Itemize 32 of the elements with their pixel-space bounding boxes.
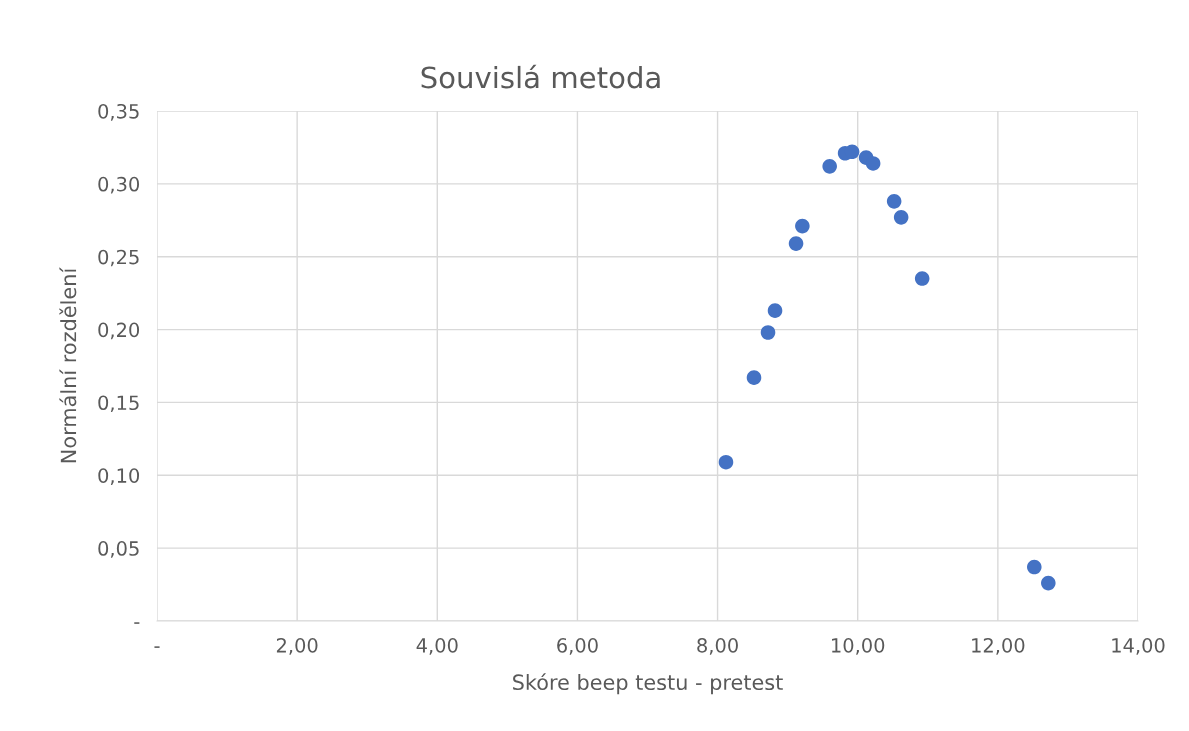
x-tick-label: 4,00 <box>416 638 458 655</box>
x-tick-label: 12,00 <box>972 638 1025 655</box>
x-tick-label: 10,00 <box>832 638 885 655</box>
point <box>760 325 776 340</box>
y-axis-title: Normální rozdělení <box>59 267 77 463</box>
x-tick-label: - <box>154 646 160 648</box>
point <box>767 303 783 318</box>
x-tick-label: 8,00 <box>697 638 738 655</box>
x-tick-label: 6,00 <box>557 638 598 655</box>
point <box>795 218 810 234</box>
y-tick-label: 0,30 <box>98 176 140 194</box>
y-tick-label: 0,35 <box>98 103 139 121</box>
point <box>886 194 902 209</box>
x-tick-label: 14,00 <box>1112 638 1165 655</box>
point <box>718 454 734 470</box>
point <box>1027 559 1042 575</box>
y-tick-label: 0,25 <box>98 249 139 267</box>
y-tick-label: 0,20 <box>98 322 140 340</box>
point <box>788 236 804 251</box>
x-tick-label: 2,00 <box>276 638 318 655</box>
point <box>893 210 909 225</box>
point <box>746 370 762 385</box>
point <box>822 159 837 174</box>
y-tick-label: 0,10 <box>98 468 140 485</box>
y-tick-label: 0,05 <box>98 541 139 558</box>
point <box>1041 575 1056 591</box>
point <box>914 271 930 286</box>
x-axis-title: Skóre beep testu - pretest <box>513 673 783 695</box>
y-tick-label: 0,15 <box>98 395 139 413</box>
y-tick-label: - <box>134 622 140 624</box>
point <box>865 156 881 171</box>
chart-title: Souvislá metoda <box>421 64 660 89</box>
